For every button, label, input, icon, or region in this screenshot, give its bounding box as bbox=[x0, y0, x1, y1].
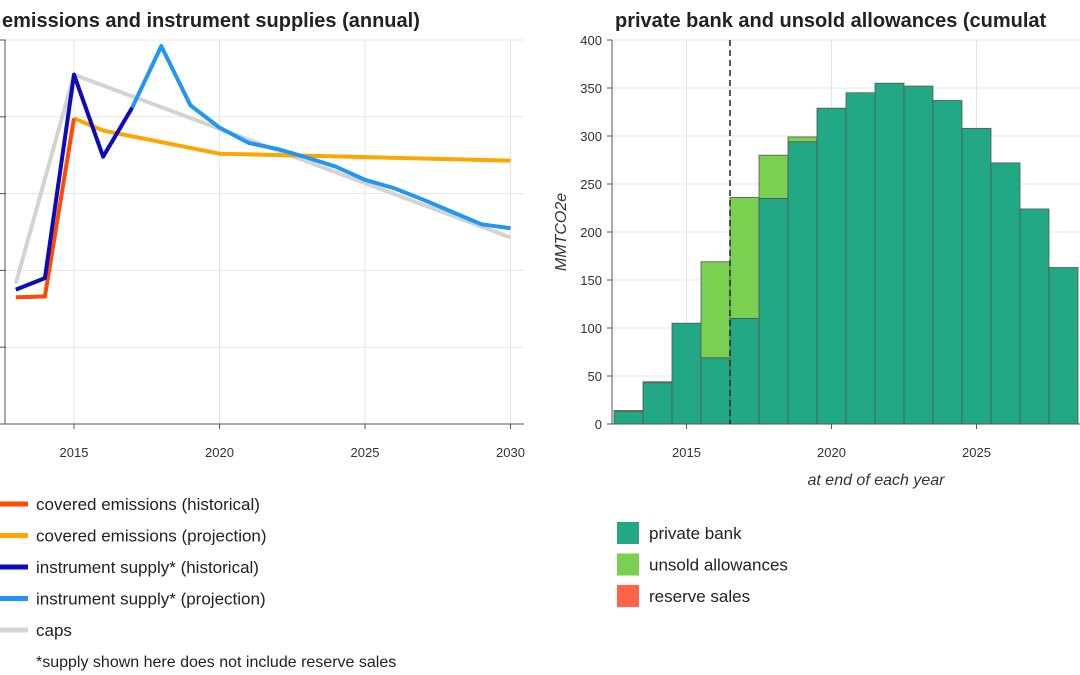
series-line-2 bbox=[15, 72, 134, 292]
right-chart-title: private bank and unsold allowances (cumu… bbox=[615, 10, 1047, 32]
legend-label-3: instrument supply* (projection) bbox=[36, 590, 266, 609]
right-x-tick-label: 2020 bbox=[817, 445, 846, 460]
right-y-tick-label: 150 bbox=[580, 273, 602, 288]
right-y-tick-label: 250 bbox=[580, 177, 602, 192]
left-x-ticks: 2015 2020 2025 2030 bbox=[60, 424, 525, 460]
right-y-tick-label: 0 bbox=[595, 417, 602, 432]
bar-private-bank-2013 bbox=[613, 411, 644, 425]
legend-swatch-reserve-sales bbox=[617, 585, 639, 607]
left-chart-title: emissions and instrument supplies (annua… bbox=[2, 10, 420, 32]
legend-swatch-private-bank bbox=[617, 522, 639, 544]
series-line-3 bbox=[130, 44, 511, 231]
bar-private-bank-2022 bbox=[874, 82, 905, 425]
left-x-tick-label: 2020 bbox=[205, 445, 234, 460]
right-axes: 0 50 100 150 200 250 300 350 400 2015 2020 2025 bbox=[580, 33, 1080, 460]
right-y-tick-label: 350 bbox=[580, 81, 602, 96]
right-y-tick-label: 200 bbox=[580, 225, 602, 240]
left-x-tick-label: 2025 bbox=[351, 445, 380, 460]
bar-private-bank-2017 bbox=[729, 317, 760, 425]
bank-allowances-chart: private bank and unsold allowances (cumu… bbox=[553, 10, 1080, 607]
annual-supplies-chart: emissions and instrument supplies (annua… bbox=[0, 10, 525, 671]
bar-private-bank-2019 bbox=[787, 141, 818, 425]
bar-private-bank-2021 bbox=[845, 92, 876, 425]
bar-private-bank-2025 bbox=[961, 127, 992, 425]
bar-private-bank-2015 bbox=[671, 322, 702, 425]
legend-label-0: covered emissions (historical) bbox=[36, 495, 260, 514]
bar-private-bank-2028 bbox=[1048, 267, 1079, 425]
right-y-tick-label: 100 bbox=[580, 321, 602, 336]
bar-unsold-allowances-2013 bbox=[613, 410, 644, 412]
right-x-axis-label: at end of each year bbox=[808, 472, 946, 489]
right-y-tick-label: 400 bbox=[580, 33, 602, 48]
series-line-4 bbox=[13, 72, 512, 285]
right-y-tick-label: 300 bbox=[580, 129, 602, 144]
bar-unsold-allowances-2016 bbox=[700, 261, 731, 359]
legend-label-unsold-allowances: unsold allowances bbox=[649, 556, 788, 575]
bar-unsold-allowances-2014 bbox=[642, 381, 673, 384]
bar-private-bank-2024 bbox=[932, 100, 963, 425]
legend-label-4: caps bbox=[36, 621, 72, 640]
series-line-0 bbox=[15, 117, 76, 300]
left-gridlines bbox=[0, 39, 524, 425]
right-x-tick-label: 2015 bbox=[672, 445, 701, 460]
left-series-lines bbox=[13, 44, 512, 300]
legend-label-private-bank: private bank bbox=[649, 524, 742, 543]
legend-swatch-unsold-allowances bbox=[617, 553, 639, 576]
right-legend: private bank unsold allowances reserve sal… bbox=[617, 522, 788, 607]
bar-private-bank-2023 bbox=[903, 85, 934, 425]
bar-private-bank-2016 bbox=[700, 357, 731, 425]
bar-unsold-allowances-2017 bbox=[729, 197, 760, 319]
supply-footnote: *supply shown here does not include rese… bbox=[36, 654, 396, 671]
legend-label-reserve-sales: reserve sales bbox=[649, 587, 750, 606]
bar-private-bank-2027 bbox=[1019, 208, 1050, 425]
legend-label-2: instrument supply* (historical) bbox=[36, 558, 259, 577]
right-y-axis-label: MMTCO2e bbox=[553, 193, 570, 271]
left-x-tick-label: 2030 bbox=[496, 445, 525, 460]
bar-unsold-allowances-2018 bbox=[758, 154, 789, 199]
bar-unsold-allowances-2019 bbox=[787, 136, 818, 143]
right-stacked-bars bbox=[613, 82, 1079, 425]
right-y-tick-label: 50 bbox=[588, 369, 602, 384]
bar-private-bank-2020 bbox=[816, 107, 847, 425]
bar-private-bank-2026 bbox=[990, 162, 1021, 425]
bar-private-bank-2018 bbox=[758, 197, 789, 425]
left-legend: covered emissions (historical) covered em… bbox=[0, 495, 267, 640]
legend-label-1: covered emissions (projection) bbox=[36, 527, 267, 546]
series-line-1 bbox=[73, 116, 511, 163]
left-x-tick-label: 2015 bbox=[60, 445, 89, 460]
bar-private-bank-2014 bbox=[642, 382, 673, 425]
right-x-tick-label: 2025 bbox=[962, 445, 991, 460]
